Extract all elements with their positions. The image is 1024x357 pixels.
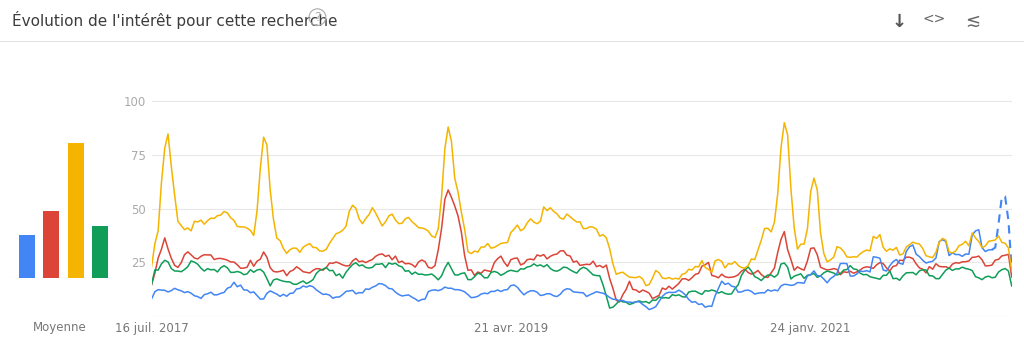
Text: ≲: ≲ [966, 11, 980, 29]
Bar [92, 226, 108, 278]
Bar [19, 235, 35, 278]
Text: ?: ? [314, 11, 321, 24]
Bar [68, 143, 84, 278]
Text: <>: <> [923, 11, 945, 25]
Bar [43, 211, 59, 278]
Text: Évolution de l'intérêt pour cette recherche: Évolution de l'intérêt pour cette recher… [12, 11, 338, 29]
Text: Moyenne: Moyenne [33, 321, 86, 334]
Text: ↓: ↓ [892, 12, 906, 30]
